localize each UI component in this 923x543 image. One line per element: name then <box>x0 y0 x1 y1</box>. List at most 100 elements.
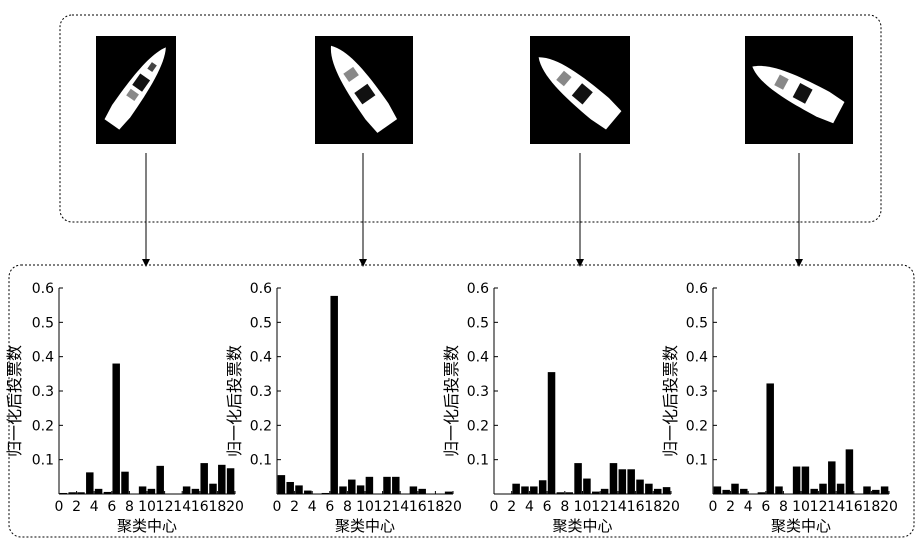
y-tick-label: 0.4 <box>250 350 272 366</box>
bar <box>200 463 208 494</box>
bar <box>304 490 312 494</box>
y-axis-label: 归一化后投票数 <box>5 345 24 457</box>
x-tick-label: 6 <box>761 499 770 515</box>
x-tick-label: 16 <box>845 499 863 515</box>
bar <box>801 466 810 494</box>
x-tick-label: 8 <box>560 499 569 515</box>
x-tick-label: 2 <box>72 499 81 515</box>
bar <box>277 475 286 494</box>
bar <box>383 476 391 494</box>
y-tick-label: 0.1 <box>250 453 272 469</box>
y-tick-label: 0.5 <box>250 315 272 331</box>
x-axis-label: 聚类中心 <box>117 517 177 535</box>
x-tick-label: 6 <box>543 499 552 515</box>
bar <box>392 476 400 494</box>
bar <box>182 486 191 494</box>
bar <box>863 486 871 494</box>
bar <box>209 483 217 494</box>
bar <box>286 481 294 494</box>
bar <box>339 486 347 494</box>
y-tick-label: 0.3 <box>686 384 708 400</box>
bar <box>662 487 671 494</box>
y-tick-label: 0.2 <box>32 418 54 434</box>
bar <box>77 492 85 494</box>
bar <box>147 488 156 494</box>
x-tick-label: 6 <box>107 499 116 515</box>
x-axis-label: 聚类中心 <box>335 517 395 535</box>
y-tick-label: 0.4 <box>32 350 54 366</box>
bar <box>356 485 365 494</box>
x-tick-label: 18 <box>644 499 662 515</box>
bar <box>819 483 827 494</box>
bar <box>226 468 235 494</box>
x-tick-label: 12 <box>374 499 392 515</box>
y-tick-label: 0.3 <box>467 384 489 400</box>
bar <box>68 492 76 494</box>
x-tick-label: 10 <box>574 499 592 515</box>
y-tick-label: 0.6 <box>686 281 708 297</box>
x-tick-label: 20 <box>444 499 462 515</box>
histogram-group-frame <box>8 264 915 538</box>
x-tick-label: 16 <box>191 499 209 515</box>
y-tick-label: 0.1 <box>32 453 54 469</box>
x-tick-label: 8 <box>343 499 352 515</box>
x-tick-label: 20 <box>880 499 898 515</box>
bar <box>218 464 226 494</box>
x-tick-label: 14 <box>827 499 845 515</box>
y-tick-label: 0.1 <box>686 453 708 469</box>
image-group-frame <box>59 14 882 223</box>
x-tick-label: 18 <box>426 499 444 515</box>
x-tick-label: 4 <box>744 499 753 515</box>
bar <box>757 492 766 494</box>
bar <box>731 483 739 494</box>
x-tick-label: 20 <box>662 499 680 515</box>
x-tick-label: 8 <box>779 499 788 515</box>
bar <box>512 483 520 494</box>
bar <box>59 492 68 494</box>
bar <box>872 489 880 494</box>
bar <box>94 488 103 494</box>
boat-image-4 <box>745 36 853 144</box>
bar <box>722 489 730 494</box>
x-tick-label: 2 <box>726 499 735 515</box>
bar <box>444 491 453 494</box>
bar <box>810 488 818 494</box>
y-tick-label: 0.6 <box>250 281 272 297</box>
histogram-1: 0.1 0.2 0.3 0.4 0.5 0.6 0 2 4 6 8 10 12 14 16 18 20 聚类中心 归… <box>5 281 244 535</box>
x-tick-label: 18 <box>208 499 226 515</box>
bar <box>775 486 783 494</box>
bar <box>828 461 836 494</box>
bar <box>530 486 538 494</box>
x-tick-label: 14 <box>173 499 191 515</box>
x-tick-label: 10 <box>792 499 810 515</box>
bar <box>418 488 426 494</box>
x-tick-label: 4 <box>90 499 99 515</box>
bar <box>565 492 573 494</box>
bar <box>538 480 547 494</box>
bar <box>766 383 774 494</box>
bar <box>636 479 644 494</box>
bar <box>547 372 556 494</box>
y-tick-label: 0.3 <box>32 384 54 400</box>
bar <box>138 486 147 494</box>
bar <box>583 478 591 494</box>
y-tick-label: 0.1 <box>467 453 489 469</box>
bar <box>121 471 129 494</box>
bar <box>348 479 356 494</box>
boat-image-1 <box>96 36 176 144</box>
y-tick-label: 0.3 <box>250 384 272 400</box>
bar <box>156 465 164 494</box>
bar <box>112 363 120 494</box>
y-tick-label: 0.2 <box>467 418 489 434</box>
bar <box>792 466 801 494</box>
x-tick-label: 14 <box>609 499 627 515</box>
x-tick-label: 0 <box>55 499 64 515</box>
x-axis-label: 聚类中心 <box>771 517 831 535</box>
histogram-3: 0.10.20.30.40.50.60 2 4 6 8 10 12 14 16 18 20聚类中心归… <box>442 281 680 535</box>
y-tick-label: 0.2 <box>686 418 708 434</box>
x-tick-label: 8 <box>125 499 134 515</box>
x-tick-label: 12 <box>810 499 828 515</box>
bar <box>521 486 529 494</box>
boat-image-2 <box>315 36 413 144</box>
x-tick-label: 0 <box>273 499 282 515</box>
